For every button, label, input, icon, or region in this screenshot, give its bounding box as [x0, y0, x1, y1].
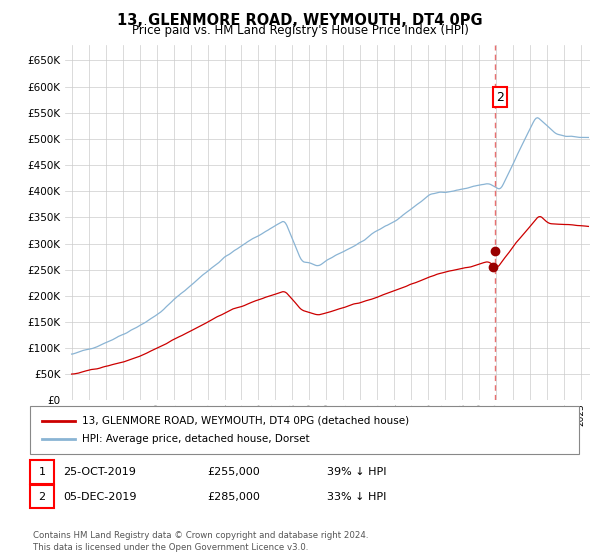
Text: Price paid vs. HM Land Registry's House Price Index (HPI): Price paid vs. HM Land Registry's House … — [131, 24, 469, 37]
Text: 2: 2 — [38, 492, 46, 502]
Text: 1: 1 — [38, 467, 46, 477]
Text: 33% ↓ HPI: 33% ↓ HPI — [327, 492, 386, 502]
Text: 05-DEC-2019: 05-DEC-2019 — [63, 492, 137, 502]
Text: HPI: Average price, detached house, Dorset: HPI: Average price, detached house, Dors… — [82, 434, 310, 444]
Text: Contains HM Land Registry data © Crown copyright and database right 2024.
This d: Contains HM Land Registry data © Crown c… — [33, 531, 368, 552]
Text: £285,000: £285,000 — [207, 492, 260, 502]
Text: 2: 2 — [496, 91, 504, 104]
Text: 13, GLENMORE ROAD, WEYMOUTH, DT4 0PG (detached house): 13, GLENMORE ROAD, WEYMOUTH, DT4 0PG (de… — [82, 416, 409, 426]
Text: £255,000: £255,000 — [207, 467, 260, 477]
Text: 39% ↓ HPI: 39% ↓ HPI — [327, 467, 386, 477]
Text: 13, GLENMORE ROAD, WEYMOUTH, DT4 0PG: 13, GLENMORE ROAD, WEYMOUTH, DT4 0PG — [117, 13, 483, 29]
Text: 25-OCT-2019: 25-OCT-2019 — [63, 467, 136, 477]
